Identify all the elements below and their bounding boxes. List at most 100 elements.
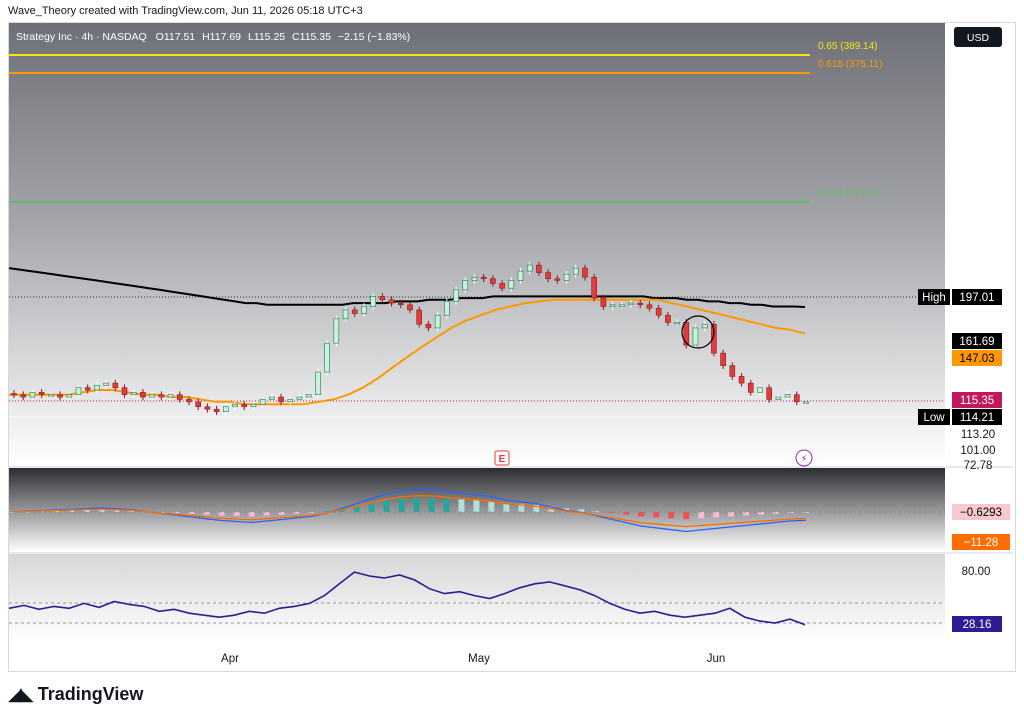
candle[interactable] xyxy=(241,400,248,411)
candle[interactable] xyxy=(416,306,423,328)
candle[interactable] xyxy=(582,264,588,281)
candle[interactable] xyxy=(223,403,229,416)
macd-bar[interactable] xyxy=(233,512,240,517)
macd-bar[interactable] xyxy=(98,509,105,512)
candle[interactable] xyxy=(140,389,146,401)
candle[interactable] xyxy=(665,311,671,326)
macd-bar[interactable] xyxy=(578,509,585,512)
candle[interactable] xyxy=(315,368,321,399)
candle[interactable] xyxy=(545,269,551,283)
candle[interactable] xyxy=(803,398,809,406)
candle[interactable] xyxy=(674,319,680,326)
candle[interactable] xyxy=(600,294,607,310)
candle[interactable] xyxy=(167,391,174,401)
candle[interactable] xyxy=(305,391,312,401)
candle[interactable] xyxy=(499,280,505,292)
macd-bar[interactable] xyxy=(9,512,15,513)
candle[interactable] xyxy=(619,301,625,309)
macd-bar[interactable] xyxy=(728,512,735,517)
candle[interactable] xyxy=(38,389,45,399)
candle[interactable] xyxy=(75,384,82,399)
macd-bar[interactable] xyxy=(608,512,615,513)
candle[interactable] xyxy=(342,306,349,323)
candle[interactable] xyxy=(176,391,183,403)
macd-bar[interactable] xyxy=(698,512,705,519)
candle[interactable] xyxy=(20,391,27,401)
macd-bar[interactable] xyxy=(788,512,795,513)
candle[interactable] xyxy=(213,405,220,416)
macd-bar[interactable] xyxy=(293,512,300,514)
candle[interactable] xyxy=(121,384,128,399)
candle[interactable] xyxy=(130,389,137,399)
macd-bar[interactable] xyxy=(398,498,405,513)
tradingview-logo[interactable]: ◢◣ TradingView xyxy=(8,684,143,705)
circle-annotation[interactable] xyxy=(681,315,715,349)
candle[interactable] xyxy=(490,275,496,287)
candle[interactable] xyxy=(508,276,515,292)
candle[interactable] xyxy=(711,320,717,357)
macd-bar[interactable] xyxy=(428,497,435,512)
candle[interactable] xyxy=(48,391,54,399)
candle[interactable] xyxy=(609,301,616,310)
candle[interactable] xyxy=(462,276,469,294)
candle[interactable] xyxy=(269,393,275,403)
candle[interactable] xyxy=(361,303,367,317)
candle[interactable] xyxy=(692,324,699,349)
macd-bar[interactable] xyxy=(413,497,420,512)
candle[interactable] xyxy=(407,301,413,314)
candle[interactable] xyxy=(195,398,201,411)
candle[interactable] xyxy=(701,320,708,332)
candle[interactable] xyxy=(84,384,91,394)
currency-button[interactable]: USD xyxy=(954,27,1002,47)
candle[interactable] xyxy=(480,273,487,283)
candle[interactable] xyxy=(563,270,570,284)
candle[interactable] xyxy=(766,384,772,403)
candle[interactable] xyxy=(232,400,238,411)
candle[interactable] xyxy=(351,306,358,317)
macd-bar[interactable] xyxy=(743,512,750,516)
macd-bar[interactable] xyxy=(248,512,255,517)
candle[interactable] xyxy=(287,396,294,406)
candle[interactable] xyxy=(646,301,653,312)
macd-bar[interactable] xyxy=(593,511,600,513)
ema-long-line[interactable] xyxy=(8,267,806,308)
candle[interactable] xyxy=(94,382,100,394)
fibonacci-levels[interactable]: 0.65 (389.14) 0.618 (375.11) 0.382 (271.64… xyxy=(9,41,883,203)
macd-bar[interactable] xyxy=(458,499,465,512)
macd-bar[interactable] xyxy=(713,512,720,518)
candle[interactable] xyxy=(112,379,119,392)
symbol-legend[interactable]: Strategy Inc · 4h · NASDAQ O117.51 H117.… xyxy=(16,31,410,43)
macd-bar[interactable] xyxy=(503,503,510,512)
candle[interactable] xyxy=(526,261,533,275)
macd-bar[interactable] xyxy=(353,505,360,512)
macd-bar[interactable] xyxy=(623,512,630,515)
candle[interactable] xyxy=(453,286,459,305)
candle[interactable] xyxy=(324,339,330,376)
macd-bar[interactable] xyxy=(218,512,225,516)
candle[interactable] xyxy=(388,296,395,307)
candle[interactable] xyxy=(186,396,192,406)
macd-bar[interactable] xyxy=(278,512,285,515)
candle[interactable] xyxy=(434,311,441,332)
macd-bar[interactable] xyxy=(683,512,690,520)
candle[interactable] xyxy=(379,293,386,304)
candle[interactable] xyxy=(259,396,266,408)
candle[interactable] xyxy=(471,273,478,284)
candle[interactable] xyxy=(397,299,404,309)
candle[interactable] xyxy=(204,403,211,413)
candle[interactable] xyxy=(57,391,63,401)
candle[interactable] xyxy=(370,293,376,310)
candle[interactable] xyxy=(29,389,36,401)
dividend-event-icon[interactable]: ⚡ xyxy=(795,449,813,467)
candle[interactable] xyxy=(572,264,579,278)
candle[interactable] xyxy=(536,261,542,276)
candle[interactable] xyxy=(628,299,634,309)
candle[interactable] xyxy=(793,391,800,406)
candle[interactable] xyxy=(11,390,17,399)
macd-bar[interactable] xyxy=(323,511,330,513)
macd-bar[interactable] xyxy=(263,512,270,516)
macd-bar[interactable] xyxy=(383,500,390,512)
candle[interactable] xyxy=(149,391,155,401)
macd-bar[interactable] xyxy=(518,503,525,512)
